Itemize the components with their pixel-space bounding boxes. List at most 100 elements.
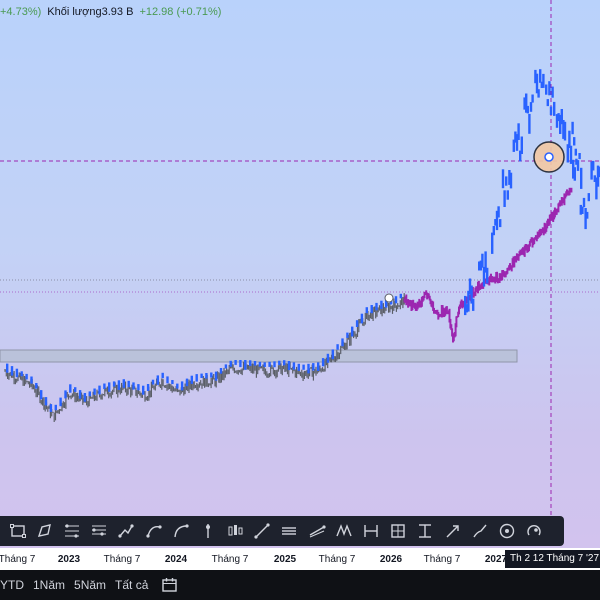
- history-step-bar: [234, 360, 237, 365]
- projection-step-bar: [467, 290, 470, 312]
- regression-button[interactable]: [303, 518, 330, 544]
- price-chart-canvas[interactable]: [0, 0, 600, 548]
- date-range-button[interactable]: [357, 518, 384, 544]
- projection-step-bar: [572, 159, 575, 179]
- projection-step-bar: [581, 206, 584, 214]
- history-step-bar: [249, 360, 252, 366]
- support-zone-rect: [0, 349, 518, 363]
- history-step-bar: [185, 378, 189, 387]
- xabcd-pattern-button[interactable]: [330, 518, 357, 544]
- projection-step-bar: [596, 165, 600, 187]
- fib-extension-button[interactable]: [86, 518, 113, 544]
- path-tool-button[interactable]: [31, 518, 58, 544]
- projection-step-bar: [580, 167, 583, 189]
- history-step-bar: [229, 360, 232, 367]
- x-tick-label: 2026: [379, 554, 403, 565]
- rectangle-tool-icon: [9, 524, 26, 538]
- projection-step-bar: [587, 193, 590, 202]
- projection-step-bar: [578, 153, 581, 160]
- history-step-bar: [6, 363, 9, 373]
- history-step-bar: [64, 390, 67, 399]
- arc-button[interactable]: [167, 518, 194, 544]
- history-step-bar: [180, 381, 184, 391]
- projection-step-bar: [548, 81, 551, 96]
- arrow-tool-button[interactable]: [439, 518, 466, 544]
- fib-retracement-button[interactable]: [58, 518, 85, 544]
- range-button-5năm[interactable]: 5Năm: [74, 578, 107, 592]
- projection-step-bar: [535, 73, 539, 94]
- projection-step-bar: [553, 101, 556, 116]
- projection-step-bar: [540, 81, 543, 88]
- parallel-channel-icon: [282, 527, 297, 535]
- trend-line-button[interactable]: [249, 518, 276, 544]
- calendar-icon[interactable]: [161, 576, 179, 594]
- history-step-bar: [224, 364, 228, 369]
- history-step-bar: [59, 397, 62, 407]
- projection-step-bar: [560, 109, 563, 125]
- range-bar: YTD 1Năm 5Năm Tất cả: [0, 570, 600, 600]
- history-step-bar: [307, 363, 310, 374]
- price-chart[interactable]: +4.73%) Khối lượng3.93 B +12.98 (+0.71%): [0, 0, 600, 548]
- history-step-bar: [88, 391, 91, 397]
- x-tick-label: Tháng 7: [0, 554, 36, 565]
- history-step-bar: [375, 302, 378, 311]
- parallel-channel-button[interactable]: [276, 518, 303, 544]
- candle-pattern-button[interactable]: [222, 518, 249, 544]
- projection-step-bar: [514, 131, 517, 143]
- history-step-bar: [268, 361, 271, 367]
- projection-step-bar: [515, 134, 519, 151]
- projection-step-bar: [495, 210, 499, 231]
- history-step-bar: [44, 397, 48, 406]
- curve-button[interactable]: [140, 518, 167, 544]
- history-step-bar: [49, 404, 53, 412]
- projection-step-bar: [537, 89, 540, 98]
- anchor-point: [384, 293, 394, 303]
- time-axis[interactable]: Tháng 7 2023 Tháng 7 2024 Tháng 7 2025 Tháng 7…: [0, 548, 600, 570]
- projection-step-bar: [571, 121, 574, 135]
- projection-step-bar: [531, 94, 534, 103]
- range-button-ytd[interactable]: YTD: [0, 578, 24, 592]
- projection-step-bar: [501, 169, 505, 189]
- history-step-bar: [127, 380, 130, 388]
- rectangle-tool-button[interactable]: [4, 518, 31, 544]
- history-step-bar: [103, 383, 106, 390]
- projection-step-bar: [569, 145, 573, 164]
- eye-button[interactable]: [493, 518, 520, 544]
- magnet-button[interactable]: [521, 518, 548, 544]
- brush-button[interactable]: [466, 518, 493, 544]
- projection-step-bar: [576, 160, 580, 171]
- price-range-button[interactable]: [412, 518, 439, 544]
- range-button-1năm[interactable]: 1Năm: [33, 578, 66, 592]
- projection-step-bar: [562, 120, 565, 139]
- projection-step-bar: [563, 121, 567, 141]
- range-button-tất cả[interactable]: Tất cả: [115, 578, 149, 592]
- history-step-bar: [326, 353, 330, 363]
- projection-step-bar: [519, 150, 522, 162]
- history-step-bar: [200, 373, 203, 378]
- polyline-button[interactable]: [113, 518, 140, 544]
- history-step-bar: [263, 362, 266, 367]
- projection-step-bar: [497, 206, 500, 218]
- projection-step-bar: [574, 148, 577, 156]
- chart-legend: +4.73%) Khối lượng3.93 B +12.98 (+0.71%): [0, 6, 221, 18]
- projection-step-bar: [582, 197, 586, 208]
- history-step-bar: [273, 361, 276, 368]
- history-step-bar: [244, 360, 247, 370]
- history-step-bar: [15, 368, 19, 378]
- projection-step-bar: [517, 123, 520, 140]
- history-step-bar: [10, 366, 14, 376]
- projection-step-bar: [542, 73, 545, 88]
- projection-step-bar: [534, 69, 537, 84]
- history-step-bar: [74, 387, 77, 392]
- xabcd-pattern-icon: [336, 524, 352, 537]
- history-step-bar: [108, 382, 111, 392]
- date-price-range-button[interactable]: [385, 518, 412, 544]
- marker-button[interactable]: [194, 518, 221, 544]
- history-step-bar: [380, 300, 383, 309]
- projection-step-bar: [523, 97, 526, 110]
- projection-step-bar: [584, 208, 587, 230]
- marker-icon: [205, 524, 210, 538]
- history-step-bar: [292, 362, 296, 370]
- history-step-bar: [54, 404, 57, 411]
- projection-step-bar: [509, 172, 513, 189]
